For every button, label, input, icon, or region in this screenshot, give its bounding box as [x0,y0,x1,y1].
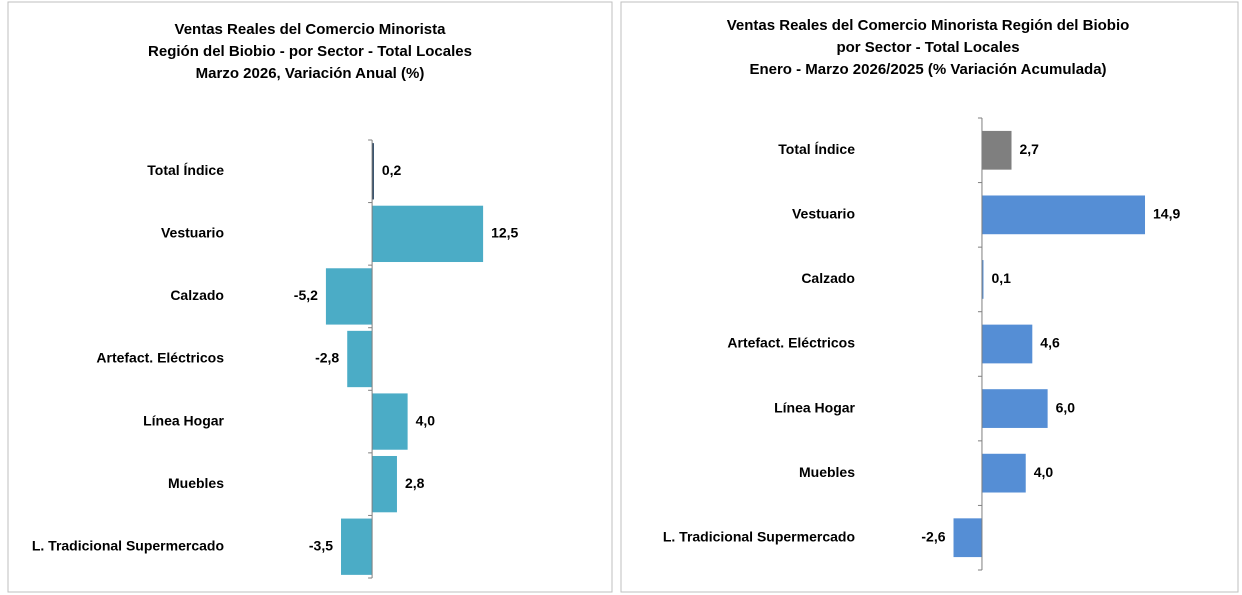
category-label: Línea Hogar [774,399,855,415]
bar [953,518,982,558]
value-label: 2,7 [1020,141,1040,157]
category-label: Calzado [801,270,855,286]
chart-title: Región del Biobio - por Sector - Total L… [148,43,472,60]
value-label: 6,0 [1056,399,1076,415]
bar [981,324,1033,364]
value-label: -2,8 [315,350,339,366]
chart-title: Marzo 2026, Variación Anual (%) [196,65,425,82]
value-label: 12,5 [491,225,518,241]
category-label: Línea Hogar [143,412,224,428]
value-label: 4,0 [1034,464,1054,480]
category-label: Calzado [170,287,224,303]
value-label: 4,6 [1040,335,1060,351]
chart-title: Enero - Marzo 2026/2025 (% Variación Acu… [749,61,1106,78]
value-label: 2,8 [405,475,425,491]
value-label: 14,9 [1153,206,1180,222]
chart-title: por Sector - Total Locales [836,39,1019,56]
bar [341,518,373,575]
bar [981,389,1048,428]
bar [372,205,484,263]
bar [981,453,1026,493]
category-label: Muebles [168,475,224,491]
category-label: Total Índice [778,141,855,157]
bar [325,268,373,325]
bar [981,195,1146,235]
chart-title: Ventas Reales del Comercio Minorista Reg… [727,17,1130,34]
category-label: Muebles [799,464,855,480]
category-label: Vestuario [792,206,855,222]
category-label: Total Índice [147,162,224,178]
bar [347,330,373,388]
bar [372,393,408,450]
category-label: L. Tradicional Supermercado [663,528,855,544]
value-label: 0,1 [991,270,1011,286]
bar [981,130,1012,170]
value-label: -2,6 [921,528,945,544]
category-label: Vestuario [161,225,224,241]
value-label: -5,2 [294,287,318,303]
bar [372,455,397,513]
panel-border [7,1,613,593]
bar [981,260,984,299]
bar [372,143,374,200]
category-label: L. Tradicional Supermercado [32,537,224,553]
category-label: Artefact. Eléctricos [727,335,855,351]
chart-title: Ventas Reales del Comercio Minorista [175,21,447,38]
category-label: Artefact. Eléctricos [96,350,224,366]
panel-border [620,1,1239,593]
value-label: 0,2 [382,162,402,178]
value-label: 4,0 [416,412,436,428]
value-label: -3,5 [309,537,333,553]
